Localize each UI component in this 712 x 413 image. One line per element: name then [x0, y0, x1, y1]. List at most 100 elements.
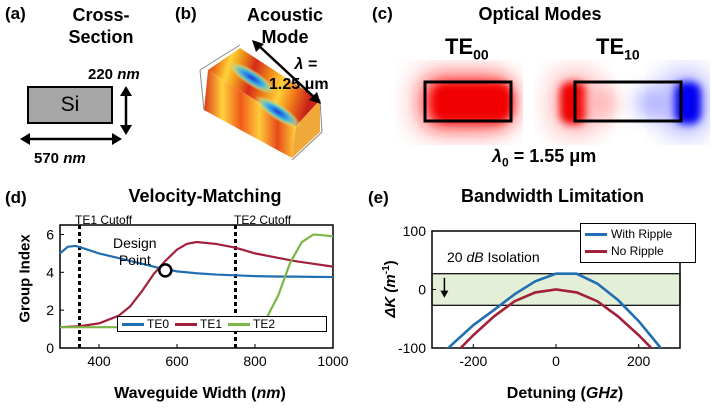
acoustic-wavelength-label: λ = 1.25 μm — [269, 55, 329, 95]
mode-te10-sub: 10 — [624, 46, 640, 63]
panel-a-title-line2: Section — [68, 27, 134, 47]
e-series-group — [446, 272, 663, 348]
isolation-word: Isolation — [483, 249, 540, 265]
panel-d-ylabel: Group Index — [16, 234, 34, 323]
legend-te1-swatch — [175, 322, 198, 326]
optical-lambda-sub: 0 — [502, 155, 509, 170]
y-tick-label-0: 0 — [46, 340, 54, 356]
optical-lambda-value: = 1.55 μm — [508, 146, 597, 166]
panel-e-label: (e) — [368, 188, 389, 207]
y-tick-label-2: 2 — [46, 302, 54, 318]
te10-waveguide-outline — [573, 80, 683, 123]
design-annotation-line2: Point — [118, 252, 151, 268]
e-xlabel-suffix: ) — [617, 385, 624, 402]
e-ylabel-unit: m — [382, 274, 399, 288]
dimension-arrows — [20, 86, 132, 145]
legend-te2-item: TE2 — [228, 317, 275, 331]
e-x-tick-label-200: 200 — [627, 353, 651, 369]
te00-waveguide-outline — [423, 80, 513, 123]
panel-e-title: Bandwidth Limitation — [461, 186, 644, 206]
panel-a-label: (a) — [5, 4, 26, 23]
legend-ripple-text: With Ripple — [611, 227, 673, 241]
legend-te2-text: TE2 — [253, 317, 276, 331]
panel-d-title: Velocity-Matching — [128, 186, 282, 206]
series-no-ripple-line — [458, 288, 654, 348]
e-x-tick-label-0: 0 — [552, 353, 560, 369]
bandwidth-chart: -200 0 200 -100 0 100 — [398, 223, 681, 369]
panel-d-label: (d) — [5, 188, 27, 207]
acoustic-side-face — [292, 100, 320, 158]
si-waveguide-block: Si — [27, 86, 113, 124]
legend-ripple-item: With Ripple — [585, 226, 691, 243]
mode-te10-base: TE — [596, 34, 625, 59]
legend-ripple-swatch — [585, 233, 607, 236]
e-y-tick-label-0: 0 — [418, 282, 426, 298]
legend-te1-item: TE1 — [175, 317, 222, 331]
width-unit: nm — [63, 150, 86, 167]
legend-te1-text: TE1 — [200, 317, 223, 331]
panel-c-label: (c) — [372, 4, 393, 23]
cutoff1-label: TE1 Cutoff — [75, 213, 133, 227]
panel-a-title: Cross- Section — [56, 4, 146, 48]
legend-te0-item: TE0 — [122, 317, 169, 331]
blue-lobe-1 — [228, 61, 276, 95]
acoustic-mode-render — [199, 40, 323, 161]
wavelength-arrow — [252, 40, 321, 104]
x-tick-label-600: 600 — [165, 353, 189, 369]
panel-c-title: Optical Modes — [478, 4, 602, 24]
acoustic-lambda-line1: λ = — [294, 56, 318, 73]
e-ylabel-suffix: ) — [382, 260, 399, 266]
panel-e-xlabel: Detuning (GHz) — [440, 385, 690, 403]
height-arrow — [120, 86, 132, 135]
x-tick-label-1000: 1000 — [317, 353, 348, 369]
panel-b-label: (b) — [175, 4, 197, 23]
e-y-tick-label-100: 100 — [403, 223, 427, 239]
mode-te00-sub: 00 — [473, 46, 489, 63]
e-y-tick-label--100: -100 — [398, 340, 426, 356]
d-xlabel-suffix: ) — [280, 385, 286, 402]
isolation-arrow-head — [440, 290, 449, 298]
optical-wavelength-label: λ0 = 1.55 μm — [492, 146, 596, 170]
height-value: 220 — [88, 66, 114, 83]
panel-d-legend: TE0 TE1 TE2 — [117, 316, 327, 332]
height-dimension-label: 220 nm — [88, 66, 140, 83]
e-ylabel-prefix: ΔK ( — [382, 287, 399, 318]
e-ylabel-sup: -1 — [381, 265, 392, 275]
legend-noripple-text: No Ripple — [611, 244, 664, 258]
series-te1-line — [59, 240, 334, 329]
acoustic-front-face — [204, 70, 296, 158]
series-with-ripple-line — [446, 272, 663, 348]
e-xlabel-unit: GHz — [585, 385, 618, 402]
d-xlabel-unit: nm — [256, 385, 281, 402]
legend-te0-text: TE0 — [147, 317, 170, 331]
design-point-annotation: Design Point — [113, 235, 157, 269]
panel-b-title-line2: Mode — [261, 27, 309, 47]
design-point-marker — [158, 263, 173, 278]
isolation-value: 20 — [447, 249, 463, 265]
width-arrow — [20, 133, 122, 145]
e-xlabel-prefix: Detuning ( — [506, 385, 586, 402]
isolation-annotation: 20 dB Isolation — [447, 249, 540, 265]
panel-d-xlabel: Waveguide Width (nm) — [80, 385, 320, 403]
optical-lambda-symbol: λ — [492, 146, 503, 166]
panel-a-title-line1: Cross- — [72, 5, 130, 25]
isolation-unit: dB — [466, 249, 484, 265]
width-value: 570 — [34, 150, 60, 167]
cutoff2-label: TE2 Cutoff — [234, 213, 292, 227]
y-tick-label-6: 6 — [46, 226, 54, 242]
mode-te10-label: TE10 — [596, 34, 640, 62]
series-te0-line — [59, 244, 334, 279]
panel-e-ylabel: ΔK (m-1) — [381, 244, 399, 334]
height-unit: nm — [117, 66, 140, 83]
legend-noripple-item: No Ripple — [585, 243, 691, 260]
plot-frame-d — [59, 224, 334, 349]
velocity-matching-chart: 400 600 800 1000 0 2 4 6 — [46, 224, 349, 369]
acoustic-lambda-line2: 1.25 μm — [269, 76, 329, 93]
mode-te00-label: TE00 — [445, 34, 489, 62]
optical-mode-fields — [415, 70, 705, 134]
material-label: Si — [60, 93, 80, 116]
x-tick-label-400: 400 — [87, 353, 111, 369]
width-dimension-label: 570 nm — [34, 150, 86, 167]
design-annotation-line1: Design — [113, 235, 157, 251]
legend-te0-swatch — [122, 322, 144, 326]
